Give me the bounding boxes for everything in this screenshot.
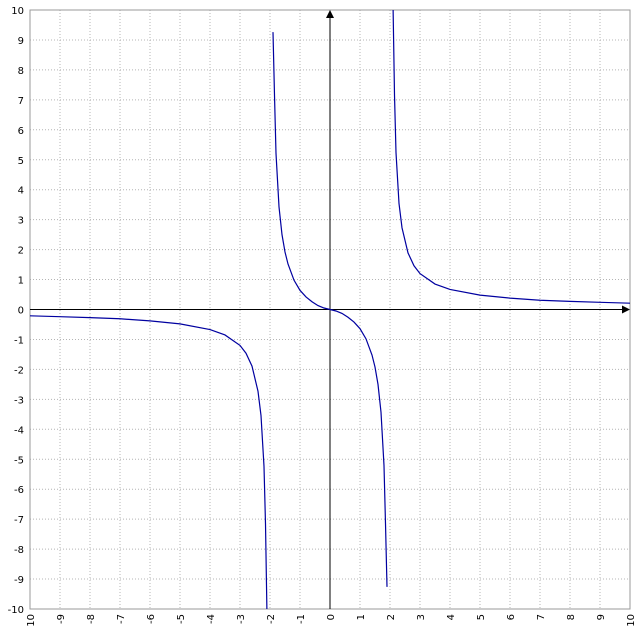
y-tick-label: 1 <box>18 276 24 287</box>
y-tick-label: -10 <box>8 605 24 616</box>
x-tick-label: 7 <box>536 614 547 620</box>
x-tick-label: 10 <box>626 614 637 627</box>
y-axis-arrow-icon <box>326 10 334 18</box>
y-tick-label: -4 <box>14 425 24 436</box>
y-tick-label: -1 <box>14 335 24 346</box>
x-tick-label: -2 <box>266 614 277 624</box>
y-tick-label: 7 <box>18 96 24 107</box>
x-tick-label: 6 <box>506 614 517 620</box>
y-tick-label: 0 <box>18 306 24 317</box>
y-tick-label: 6 <box>18 126 24 137</box>
x-tick-label: -4 <box>206 614 217 624</box>
curve-branch-3 <box>392 10 630 304</box>
y-tick-label: -8 <box>14 545 24 556</box>
y-tick-label: -9 <box>14 575 24 586</box>
y-tick-label: -5 <box>14 455 24 466</box>
y-tick-label: 3 <box>18 216 24 227</box>
x-tick-label: 3 <box>416 614 427 620</box>
x-tick-label: -6 <box>146 614 157 624</box>
curve-branch-2 <box>272 32 388 587</box>
x-tick-label: 9 <box>596 614 607 620</box>
y-tick-label: -2 <box>14 365 24 376</box>
x-tick-labels: -10 -9 -8 -7 -6 -5 -4 -3 -2 -1 0 1 2 3 4 5 6 7 8 9 10 <box>26 614 637 627</box>
y-tick-label: 10 <box>11 6 24 17</box>
y-tick-label: 2 <box>18 246 24 257</box>
y-tick-label: 9 <box>18 36 24 47</box>
curve-group <box>30 10 630 609</box>
x-tick-label: -3 <box>236 614 247 624</box>
y-tick-label: -7 <box>14 515 24 526</box>
y-tick-label: 4 <box>18 186 24 197</box>
x-tick-label: -10 <box>26 614 37 627</box>
x-tick-label: -5 <box>176 614 187 624</box>
y-tick-label: 5 <box>18 156 24 167</box>
x-tick-label: 5 <box>476 614 487 620</box>
x-tick-label: 8 <box>566 614 577 620</box>
x-tick-label: -1 <box>296 614 307 624</box>
y-tick-label: -3 <box>14 395 24 406</box>
y-tick-label: -6 <box>14 485 24 496</box>
curve-branch-1 <box>30 315 268 609</box>
x-tick-label: 2 <box>386 614 397 620</box>
x-tick-label: 0 <box>326 614 337 620</box>
x-tick-label: -7 <box>116 614 127 624</box>
y-tick-label: 8 <box>18 66 24 77</box>
x-tick-label: 1 <box>356 614 367 620</box>
x-axis-arrow-icon <box>622 305 630 314</box>
x-tick-label: -9 <box>56 614 67 624</box>
x-tick-label: -8 <box>86 614 97 624</box>
x-tick-label: 4 <box>446 614 457 620</box>
